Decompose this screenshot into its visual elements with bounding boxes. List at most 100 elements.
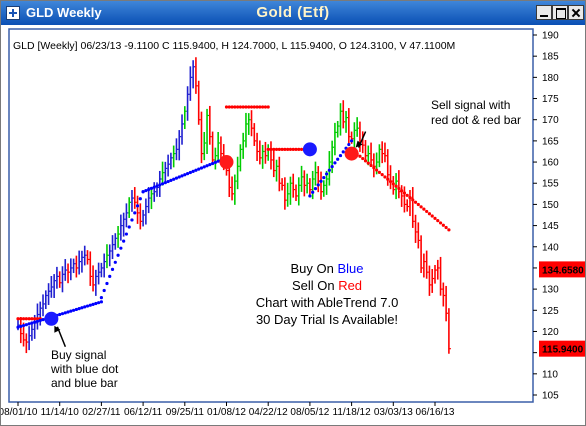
stop-dot xyxy=(386,177,390,181)
y-tick-label: 185 xyxy=(542,52,559,63)
stop-dot xyxy=(130,218,134,222)
stop-dot xyxy=(60,312,65,316)
maximize-button[interactable] xyxy=(552,5,568,20)
sell-annotation-text: Sell signal with xyxy=(431,98,510,112)
stop-dot xyxy=(438,221,443,225)
minimize-button[interactable] xyxy=(536,5,552,20)
stop-dot xyxy=(405,193,409,197)
sell-annotation-text: red dot & red bar xyxy=(431,113,521,127)
y-tick-label: 170 xyxy=(542,115,559,126)
stop-dot xyxy=(294,147,298,151)
stop-dot xyxy=(185,172,190,176)
stop-dot xyxy=(336,157,340,161)
stop-dot xyxy=(202,165,206,169)
stop-dot xyxy=(35,317,40,321)
stop-dot xyxy=(69,309,73,313)
stop-dot xyxy=(341,150,345,154)
buy-annotation-text: Buy signal xyxy=(51,348,106,362)
stop-dot xyxy=(244,105,248,109)
stop-dot xyxy=(263,105,268,109)
close-button[interactable] xyxy=(568,5,584,20)
title-bar[interactable]: GLD Weekly Gold (Etf) xyxy=(1,1,585,25)
stop-dot xyxy=(269,147,273,151)
stop-dot xyxy=(135,204,140,208)
y-tick-label: 190 xyxy=(542,31,559,42)
x-tick-label: 04/22/12 xyxy=(249,407,288,418)
buy-annotation-arrowhead xyxy=(54,325,61,333)
y-tick-label: 120 xyxy=(542,327,559,338)
price-chart[interactable]: 1051101151201251301351401451501551601651… xyxy=(1,25,585,425)
legend-line: Buy On Blue xyxy=(291,261,364,276)
price-label: 115.9400 xyxy=(542,345,584,356)
price-label-box xyxy=(539,340,585,357)
stop-dot xyxy=(77,307,81,311)
price-labels: 134.6580 115.9400 xyxy=(539,261,585,357)
stop-dot xyxy=(280,147,284,151)
stop-dot xyxy=(347,142,351,147)
stop-dot xyxy=(105,281,109,286)
stop-dot xyxy=(83,305,87,309)
stop-dot xyxy=(180,174,184,178)
stop-dot xyxy=(286,147,290,151)
stop-dot xyxy=(205,164,209,168)
stop-dot xyxy=(394,184,398,188)
stop-dot xyxy=(158,183,162,187)
chart-title: Gold (Etf) xyxy=(256,4,330,21)
y-tick-label: 140 xyxy=(542,242,559,253)
stop-dot xyxy=(416,202,420,207)
stop-dot xyxy=(144,188,148,193)
stop-dot xyxy=(33,317,37,321)
stop-dot xyxy=(291,147,295,151)
legend-text-part: 30 Day Trial Is Available! xyxy=(256,312,398,327)
stop-dot xyxy=(108,274,112,279)
stop-dot xyxy=(35,319,40,323)
stop-dot xyxy=(288,147,293,151)
stop-dot xyxy=(227,105,231,109)
stop-dot xyxy=(425,209,429,214)
chart-header: GLD [Weekly] 06/23/13 -9.1100 C 115.9400… xyxy=(13,40,455,52)
stop-dot xyxy=(155,184,159,188)
stop-dot xyxy=(400,189,404,193)
stop-dot xyxy=(19,317,23,321)
stop-dot xyxy=(261,105,265,109)
window-title: GLD Weekly xyxy=(26,5,102,20)
x-tick-label: 03/03/13 xyxy=(374,407,413,418)
buy-signal-dot xyxy=(44,311,59,326)
stop-dot xyxy=(216,159,220,163)
stop-dot xyxy=(163,181,167,185)
stop-dot xyxy=(411,198,415,202)
stop-dot xyxy=(277,147,281,151)
stop-dot xyxy=(30,317,34,321)
stop-dot xyxy=(141,190,145,194)
stop-dot xyxy=(255,105,259,109)
stop-dot xyxy=(311,190,315,194)
stop-dot xyxy=(366,161,370,165)
stop-dot xyxy=(413,200,418,204)
stop-dot xyxy=(152,185,156,189)
y-tick-label: 160 xyxy=(542,158,559,169)
legend-line: 30 Day Trial Is Available! xyxy=(256,312,398,327)
stop-dot xyxy=(433,216,437,220)
stop-dot xyxy=(63,311,67,315)
stop-dot xyxy=(333,161,337,165)
stop-dot xyxy=(91,302,95,306)
stop-dot xyxy=(444,225,448,230)
chart-window-icon[interactable] xyxy=(6,6,20,20)
x-tick-label: 08/05/12 xyxy=(290,407,329,418)
stop-dot xyxy=(102,288,106,293)
stop-dot xyxy=(397,186,401,191)
stop-dot xyxy=(258,105,262,109)
buy-signal-dot xyxy=(302,142,317,157)
stop-dot xyxy=(308,194,312,198)
stop-dot xyxy=(208,163,212,167)
stop-dot xyxy=(230,105,234,109)
stop-dot xyxy=(197,167,201,171)
stop-dot xyxy=(249,105,254,109)
stop-dot xyxy=(72,308,76,312)
y-tick-label: 150 xyxy=(542,200,559,211)
sell-signal-dot xyxy=(219,155,234,170)
stop-dot xyxy=(149,186,154,190)
x-tick-label: 09/25/11 xyxy=(166,407,205,418)
